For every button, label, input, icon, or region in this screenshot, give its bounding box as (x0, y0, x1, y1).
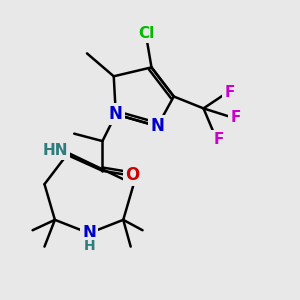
Text: N: N (151, 117, 164, 135)
Text: O: O (125, 166, 139, 184)
Text: F: F (224, 85, 235, 100)
Text: H: H (83, 239, 95, 253)
Text: Cl: Cl (138, 26, 154, 41)
Text: N: N (109, 105, 123, 123)
Text: N: N (82, 224, 96, 242)
Text: F: F (213, 132, 224, 147)
Text: HN: HN (42, 142, 68, 158)
Text: F: F (230, 110, 241, 125)
